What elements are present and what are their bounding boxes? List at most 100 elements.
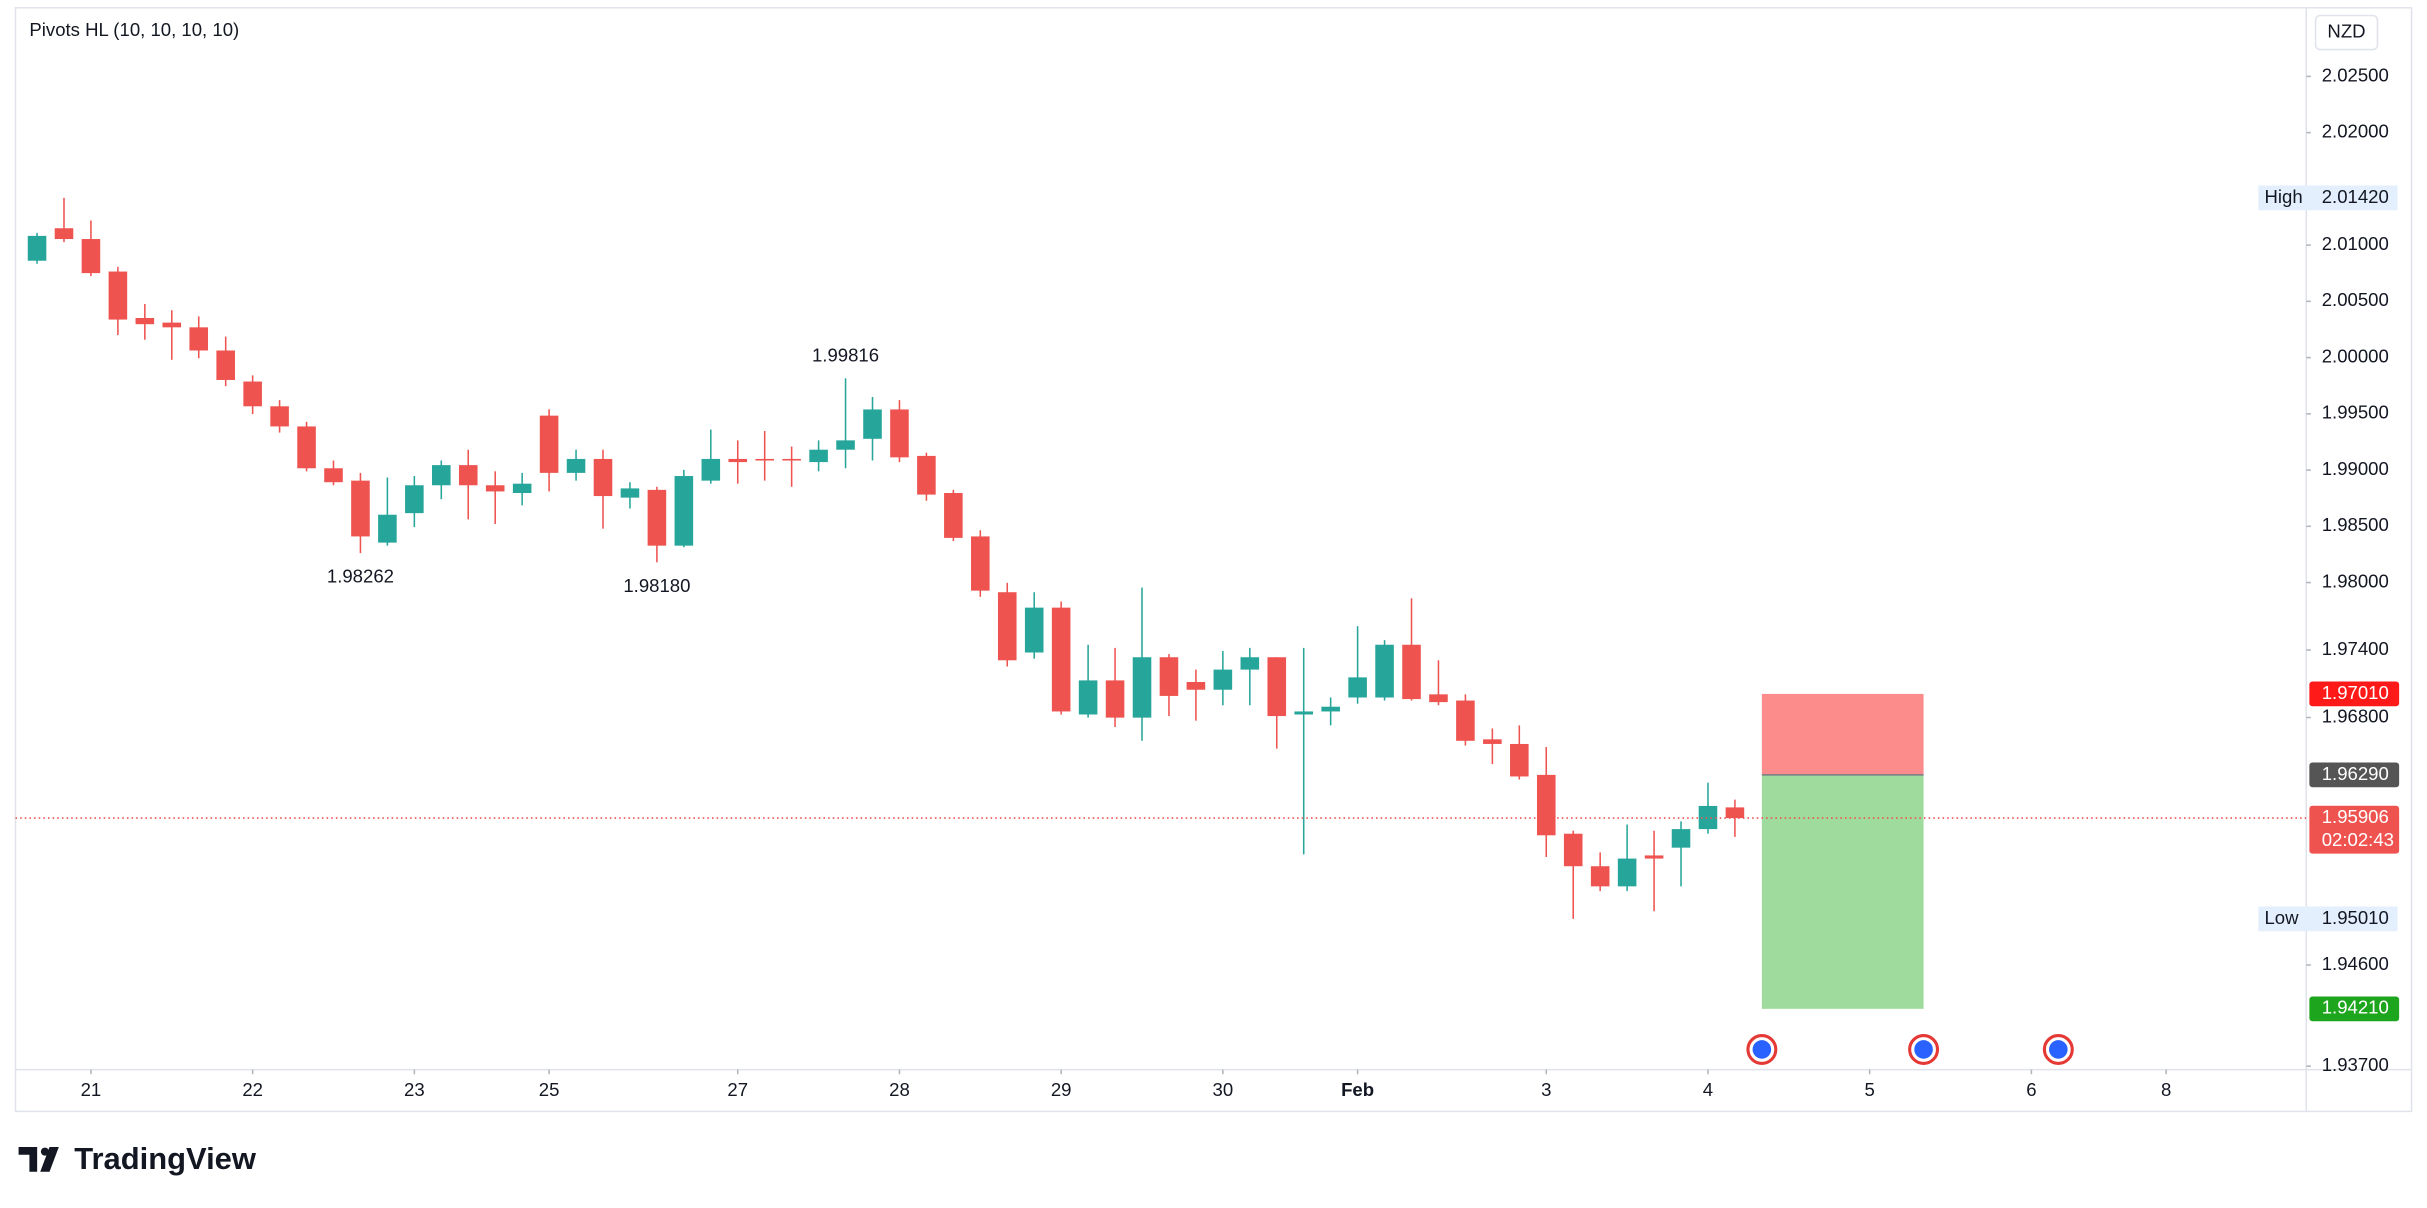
price-label: 1.97010	[2322, 682, 2389, 703]
x-tick-label: 21	[81, 1079, 102, 1100]
candle-body	[1348, 677, 1367, 698]
price-label: 1.96290	[2322, 763, 2389, 784]
x-tick-label: 5	[1865, 1079, 1875, 1100]
x-tick-label: 25	[539, 1079, 560, 1100]
candle-body	[566, 458, 586, 473]
event-marker-inner	[2049, 1040, 2068, 1059]
candle-body	[782, 458, 801, 461]
logo-icon	[18, 1146, 59, 1172]
candle-body	[1078, 680, 1098, 715]
logo-icon	[40, 1147, 49, 1156]
x-tick-label: 8	[2161, 1079, 2171, 1100]
low-marker-box	[2258, 906, 2398, 932]
candle-body	[539, 415, 559, 473]
y-tick-label: 2.02000	[2322, 121, 2389, 142]
candle-body	[1267, 657, 1287, 717]
high-marker-box	[2258, 185, 2398, 211]
candle-body	[432, 465, 451, 486]
low-marker-name: Low	[2264, 907, 2299, 928]
candle-body	[512, 483, 532, 494]
candle-body	[297, 426, 316, 469]
currency-box	[2314, 14, 2379, 51]
x-tick-label: 6	[2026, 1079, 2036, 1100]
candle-body	[324, 468, 343, 483]
candle-body	[1240, 657, 1260, 670]
candle-body	[351, 480, 370, 537]
candle-body	[997, 592, 1017, 661]
y-tick-label: 2.01000	[2322, 233, 2389, 254]
y-tick-label: 1.98000	[2322, 570, 2389, 591]
candle-body	[1429, 694, 1448, 703]
candle-body	[755, 458, 774, 461]
y-tick-label: 1.96800	[2322, 705, 2389, 726]
pivot-label: 1.98262	[327, 566, 394, 587]
candle-body	[1590, 866, 1610, 887]
y-tick-label: 1.99500	[2322, 402, 2389, 423]
currency: NZD	[2327, 20, 2365, 41]
y-tick-label: 1.97400	[2322, 638, 2389, 659]
logo: TradingView	[18, 1141, 257, 1176]
x-tick-label: Feb	[1341, 1079, 1374, 1100]
candle-body	[836, 440, 855, 450]
y-tick-label: 1.98500	[2322, 514, 2389, 535]
last-price-box	[2309, 805, 2400, 854]
target-zone	[1761, 774, 1924, 1009]
candle-body	[971, 536, 990, 591]
x-tick-label: 29	[1051, 1079, 1072, 1100]
candle-body	[135, 317, 155, 325]
candle-body	[216, 350, 235, 380]
x-tick-label: 27	[727, 1079, 748, 1100]
candle-body	[1644, 855, 1664, 859]
candle-body	[1294, 711, 1313, 715]
low-marker-value: 1.95010	[2322, 907, 2389, 928]
candle-body	[458, 465, 478, 486]
candle-body	[1725, 807, 1745, 819]
candle-body	[1051, 607, 1071, 712]
candle-body	[944, 493, 963, 538]
brand: TradingView	[74, 1141, 257, 1176]
event-marker-inner	[1914, 1040, 1933, 1059]
candle-body	[1671, 829, 1691, 848]
indicator-label: Pivots HL (10, 10, 10, 10)	[29, 19, 239, 40]
x-tick-label: 22	[242, 1079, 263, 1100]
stop-zone	[1761, 693, 1924, 775]
candle-body	[647, 489, 667, 546]
high-marker-value: 2.01420	[2322, 186, 2389, 207]
x-tick-label: 4	[1703, 1079, 1713, 1100]
price-label-box	[2309, 762, 2400, 788]
candle-body	[1213, 669, 1233, 690]
candle-body	[1321, 706, 1340, 712]
candle-body	[270, 406, 289, 427]
candle-body	[1456, 700, 1475, 741]
candle-body	[27, 235, 47, 261]
price-label-box	[2309, 996, 2400, 1022]
pivot-label: 1.98180	[623, 575, 690, 596]
candle-body	[1186, 681, 1206, 690]
y-tick-label: 1.94600	[2322, 953, 2389, 974]
last-price-label: 1.95906	[2322, 806, 2389, 827]
candle-body	[1617, 858, 1637, 887]
frame	[14, 7, 2413, 1113]
candle-body	[728, 458, 748, 463]
x-tick-label: 3	[1541, 1079, 1551, 1100]
y-tick-label: 1.93700	[2322, 1054, 2389, 1075]
candle-body	[1105, 680, 1125, 718]
y-tick-label: 2.00000	[2322, 345, 2389, 366]
x-tick-label: 30	[1213, 1079, 1234, 1100]
candle-body	[1402, 644, 1421, 700]
candle-body	[54, 228, 74, 240]
candle-body	[378, 514, 397, 543]
candle-body	[863, 409, 882, 439]
candle-body	[405, 485, 424, 514]
candle-body	[701, 458, 721, 481]
countdown: 02:02:43	[2322, 829, 2394, 850]
candle-body	[108, 271, 128, 320]
candle-body	[1698, 805, 1718, 830]
candle-body	[917, 455, 936, 495]
candle-body	[485, 485, 505, 492]
candle-body	[1563, 833, 1583, 867]
candle-body	[162, 322, 182, 328]
candle-body	[1536, 774, 1556, 836]
candle-body	[1483, 739, 1502, 744]
